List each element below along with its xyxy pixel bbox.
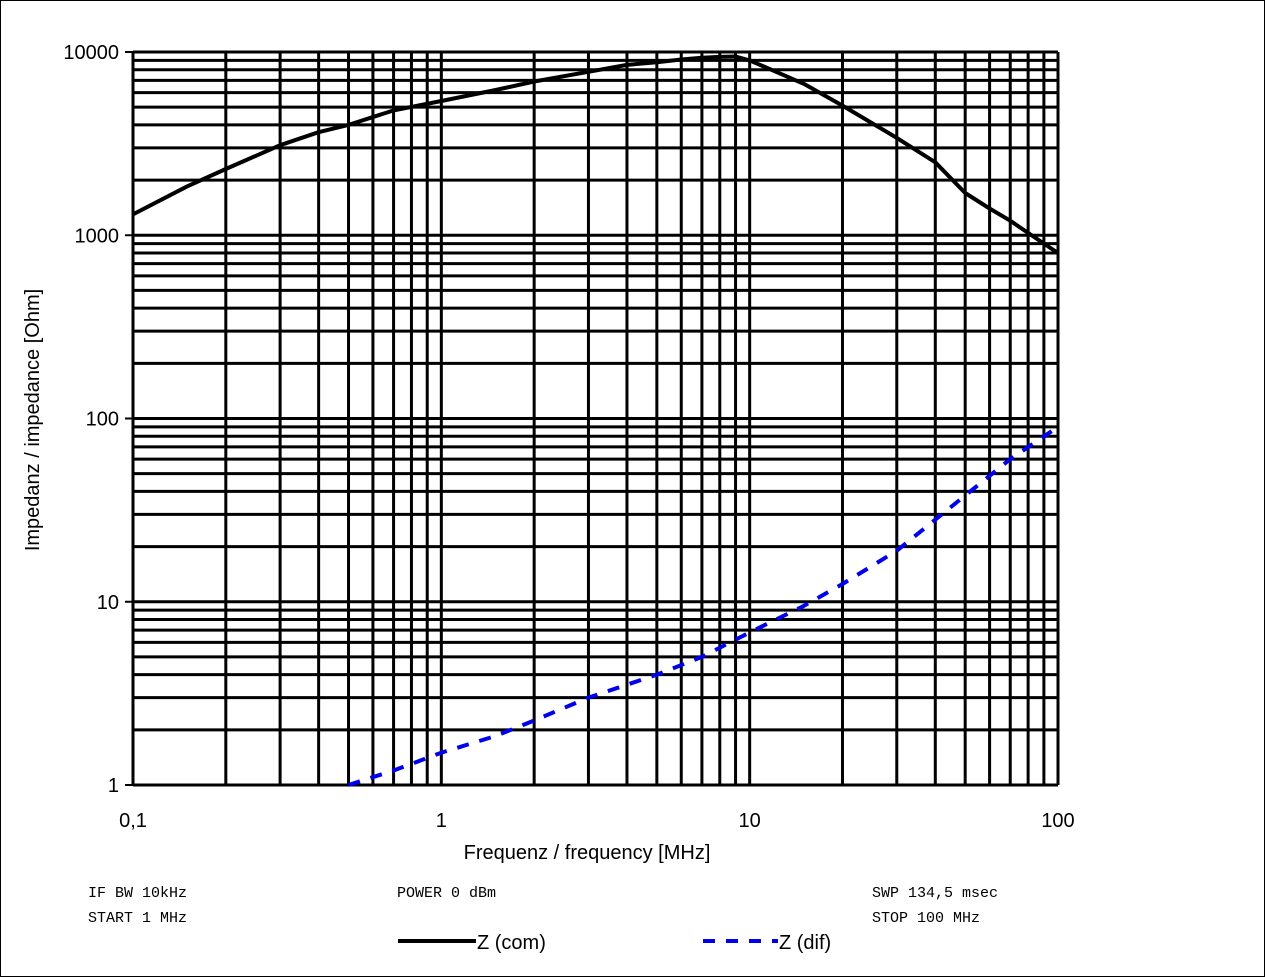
legend-dif-label: Z (dif): [779, 932, 831, 954]
start-text: START 1 MHz: [88, 910, 187, 927]
x-tick-label: 10: [739, 810, 761, 832]
y-tick-label: 100: [86, 409, 119, 431]
legend: Z (com) Z (dif): [398, 932, 831, 954]
y-tick-labels: 1 10 100 1000 10000: [63, 42, 119, 797]
grid: [125, 50, 1060, 787]
x-tick-label: 100: [1041, 810, 1074, 832]
swp-text: SWP 134,5 msec: [872, 885, 998, 902]
y-tick-label: 1000: [75, 225, 120, 247]
if-bw-text: IF BW 10kHz: [88, 885, 187, 902]
stop-text: STOP 100 MHz: [872, 910, 980, 927]
power-text: POWER 0 dBm: [397, 885, 496, 902]
y-axis-title: Impedanz / impedance [Ohm]: [22, 289, 44, 551]
series-z-dif-line: [347, 425, 1060, 787]
series-layer: [132, 54, 1060, 787]
x-axis-title: Frequenz / frequency [MHz]: [464, 842, 711, 864]
y-tick-label: 1: [108, 775, 119, 797]
y-tick-label: 10: [97, 592, 119, 614]
x-tick-label: 1: [436, 810, 447, 832]
x-tick-labels: 0,1 1 10 100: [119, 810, 1075, 832]
x-tick-label: 0,1: [119, 810, 147, 832]
y-tick-label: 10000: [63, 42, 119, 64]
legend-com-label: Z (com): [477, 932, 546, 954]
series-z-com-line: [132, 54, 1060, 255]
